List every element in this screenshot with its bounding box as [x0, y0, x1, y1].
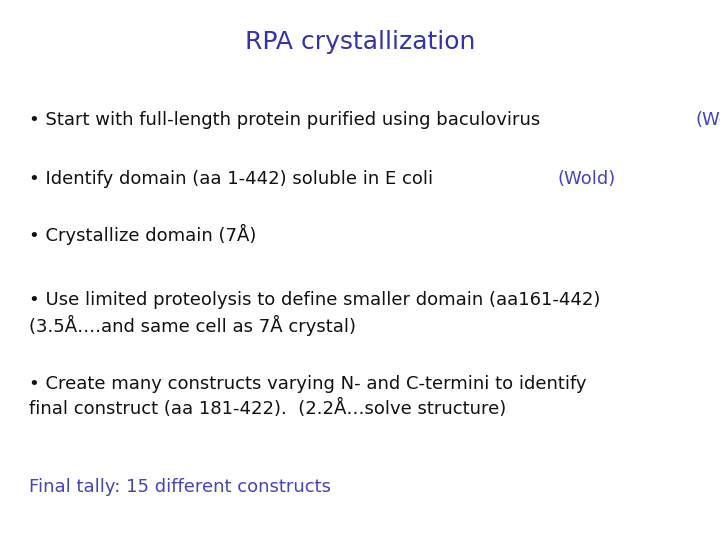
Text: • Start with full-length protein purified using baculovirus: • Start with full-length protein purifie…: [29, 111, 546, 129]
Text: RPA crystallization: RPA crystallization: [245, 30, 475, 53]
Text: • Use limited proteolysis to define smaller domain (aa161-442)
(3.5Å….and same c: • Use limited proteolysis to define smal…: [29, 291, 600, 336]
Text: • Identify domain (aa 1-442) soluble in E coli: • Identify domain (aa 1-442) soluble in …: [29, 170, 438, 188]
Text: (Wold): (Wold): [696, 111, 720, 129]
Text: • Crystallize domain (7Å): • Crystallize domain (7Å): [29, 224, 256, 245]
Text: (Wold): (Wold): [558, 170, 616, 188]
Text: • Create many constructs varying N- and C-termini to identify
final construct (a: • Create many constructs varying N- and …: [29, 375, 586, 418]
Text: Final tally: 15 different constructs: Final tally: 15 different constructs: [29, 478, 330, 496]
